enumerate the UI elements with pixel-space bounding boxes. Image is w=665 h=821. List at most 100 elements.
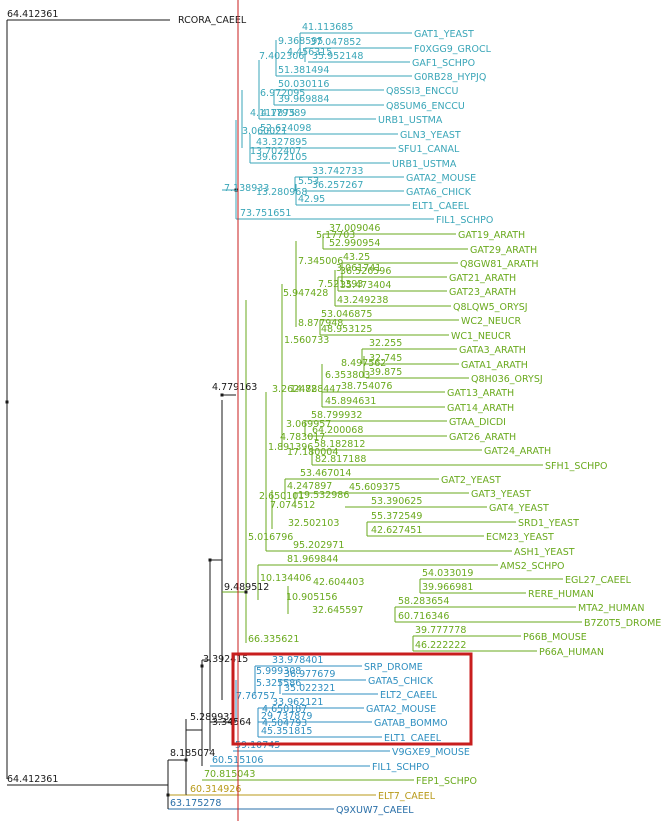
leaf-label: GAT4_YEAST <box>489 503 549 514</box>
branch-length-label: 33.962121 <box>272 697 323 708</box>
branch-length-label: 81.969844 <box>287 554 338 565</box>
branch-length-label: 1.891396 <box>268 442 313 453</box>
leaf-label: GAT3_YEAST <box>471 489 531 500</box>
branch-length-label: 5.999308 <box>256 666 301 677</box>
node-support-label: 4.779163 <box>212 382 257 393</box>
internal-node <box>208 558 212 562</box>
branch-length-label: 4.247897 <box>287 481 332 492</box>
branch-length-label: 70.815043 <box>204 769 255 780</box>
leaf-label: URB1_USTMA <box>378 115 443 126</box>
branch-length-label: 33.742733 <box>312 166 363 177</box>
branch-length-label: 45.609375 <box>349 482 400 493</box>
leaf-label: GATA1_ARATH <box>461 360 528 371</box>
branch-length-label: 48.953125 <box>321 324 372 335</box>
branch-length-label: 39.966981 <box>422 582 473 593</box>
branch-length-label: 7.402306 <box>259 51 304 62</box>
highlight-box <box>231 652 473 746</box>
leaf-label: WC1_NEUCR <box>451 331 512 342</box>
branch-length-label: 35.473404 <box>340 280 391 291</box>
leaf-label: GAF1_SCHPO <box>412 58 475 69</box>
leaf-label: MTA2_HUMAN <box>578 603 644 614</box>
branch-length-label: 6.972095 <box>260 88 305 99</box>
leaf-label: Q8LQW5_ORYSJ <box>453 302 528 313</box>
branch-length-label: 4.650187 <box>262 704 307 715</box>
branch-length-label: 4.179389 <box>261 108 306 119</box>
leaf-label: GAT13_ARATH <box>447 388 514 399</box>
branch-length-label: 14.728447 <box>290 384 341 395</box>
branch-length-label: 53.390625 <box>371 496 422 507</box>
leaf-label: GAT1_YEAST <box>414 29 474 40</box>
leaf-label: ASH1_YEAST <box>514 547 575 558</box>
branch-length-label: 2.650101 <box>259 491 304 502</box>
leaf-label: GAT29_ARATH <box>470 245 537 256</box>
internal-node <box>220 393 224 397</box>
branch-length-label: 13.702407 <box>250 146 301 157</box>
leaf-label: GAT26_ARATH <box>449 432 516 443</box>
leaf-label: URB1_USTMA <box>392 159 457 170</box>
branch-length-label: 4.117875 <box>250 108 295 119</box>
branch-length-label: 41.113685 <box>302 22 353 33</box>
branch-length-label: 8.497562 <box>341 358 386 369</box>
leaf-label: GAT23_ARATH <box>449 287 516 298</box>
leaf-label: GATAB_BOMMO <box>374 718 448 729</box>
branch-length-label: 19.532986 <box>298 490 349 501</box>
branch-length-label: 4.783017 <box>280 432 325 443</box>
internal-node <box>184 758 188 762</box>
branch-length-label: 58.283654 <box>398 596 449 607</box>
branch-length-label: 9.368595 <box>278 36 323 47</box>
leaf-label: GTAA_DICDI <box>449 417 506 428</box>
branch-length-label: 95.202971 <box>293 540 344 551</box>
branch-length-label: 52.624098 <box>260 123 311 134</box>
branch-length-label: 42.627451 <box>371 525 422 536</box>
leaf-label: SFU1_CANAL <box>398 144 460 155</box>
leaf-label: GATA5_CHICK <box>368 676 434 687</box>
branch-length-label: 7.345006 <box>298 256 343 267</box>
branch-length-label: 58.182812 <box>314 439 365 450</box>
branch-length-label: 3.061741 <box>336 263 381 274</box>
branch-length-label: 64.200068 <box>312 425 363 436</box>
branch-length-label: 5.016796 <box>248 532 293 543</box>
branch-length-label: 60.314926 <box>190 784 241 795</box>
branch-length-label: 55.372549 <box>371 511 422 522</box>
branch-length-label: 8.877948 <box>298 318 343 329</box>
branch-length-label: 7.074512 <box>270 500 315 511</box>
leaf-label: GATA2_MOUSE <box>366 704 436 715</box>
branch-length-label: 39.969884 <box>278 94 329 105</box>
branch-length-label: 5.53 <box>298 176 319 187</box>
branch-length-label: 38.754076 <box>341 381 392 392</box>
branch-length-label: 3.060021 <box>242 126 287 137</box>
branch-length-label: 4.456315 <box>287 47 332 58</box>
branch-length-label: 53.467014 <box>300 468 351 479</box>
branch-length-label: 35.952148 <box>312 51 363 62</box>
branch-length-label: 3.262488 <box>272 384 317 395</box>
leaf-label: SFH1_SCHPO <box>545 461 607 472</box>
branch-length-label: 32.645597 <box>312 605 363 616</box>
leaf-label: Q8GW81_ARATH <box>460 259 539 270</box>
leaf-label: V9GXE9_MOUSE <box>392 747 470 758</box>
leaf-label: GLN3_YEAST <box>400 130 461 141</box>
internal-node <box>166 793 170 797</box>
branch-length-label: 7.76757 <box>236 691 275 702</box>
branch-length-label: 17.180004 <box>287 447 338 458</box>
branch-length-label: 46.222222 <box>415 640 466 651</box>
branch-length-label: 36.526596 <box>340 266 391 277</box>
branch-length-label: 7.521393 <box>318 279 363 290</box>
leaf-label: ELT1_CAEEL <box>412 201 470 212</box>
branch-length-label: 3.069957 <box>286 419 331 430</box>
branch-length-label: 39.672105 <box>256 152 307 163</box>
leaf-label: SRP_DROME <box>364 662 423 673</box>
branch-length-label: 54.033019 <box>422 568 473 579</box>
leaf-label: G0RB28_HYPJQ <box>414 72 486 83</box>
branch-length-label: 5.17703 <box>316 230 355 241</box>
branch-length-label: 29.737879 <box>261 711 312 722</box>
branch-length-label: 73.751651 <box>240 208 291 219</box>
node-support-label: 9.489512 <box>224 582 269 593</box>
leaf-label: GAT24_ARATH <box>484 446 551 457</box>
leaf-label: AMS2_SCHPO <box>500 561 565 572</box>
leaf-label: Q8SUM6_ENCCU <box>386 101 465 112</box>
root-distance-label-top: 64.412361 <box>7 9 58 20</box>
leaf-label: GAT2_YEAST <box>441 475 501 486</box>
branch-length-label: 39.875 <box>369 367 402 378</box>
branch-length-label: 45.351815 <box>261 726 312 737</box>
